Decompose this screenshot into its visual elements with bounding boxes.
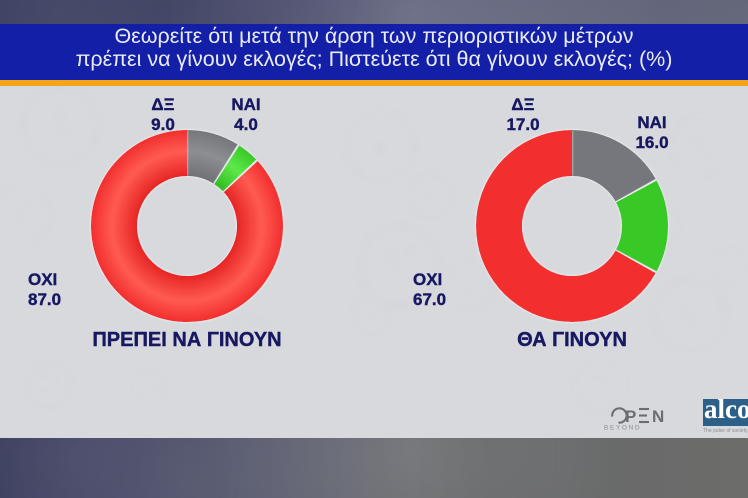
svg-text:BEYOND: BEYOND: [604, 425, 641, 431]
svg-text:N: N: [652, 407, 664, 426]
svg-text:P: P: [625, 407, 636, 426]
